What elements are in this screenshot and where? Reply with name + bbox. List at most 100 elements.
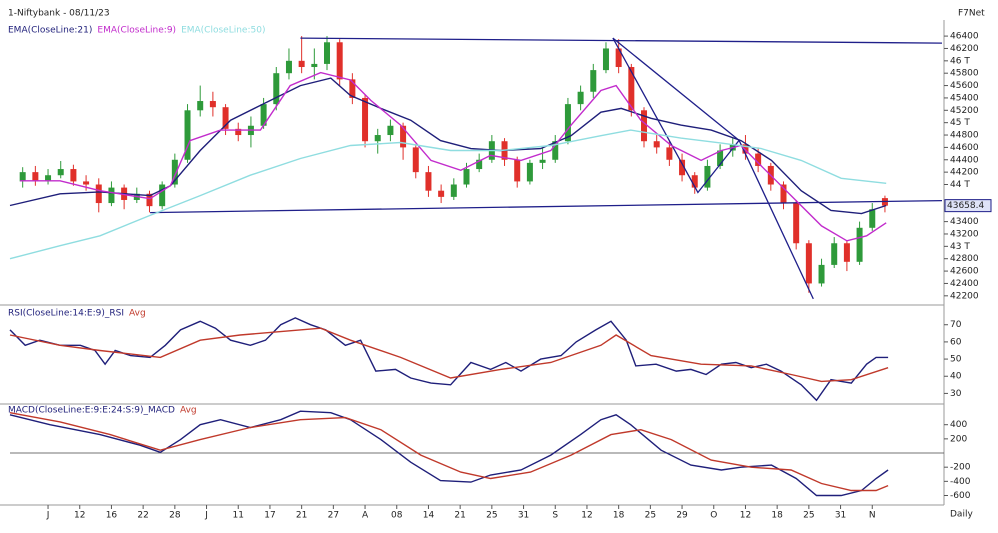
y-tick-label: 30: [950, 389, 962, 399]
candle-body: [843, 243, 850, 262]
candle-body: [70, 169, 77, 182]
y-tick-label: 42600: [950, 267, 979, 277]
x-tick-label: 18: [771, 511, 783, 521]
candle-body: [653, 141, 660, 148]
legend-entry: Avg: [129, 309, 146, 319]
x-tick-label: 28: [169, 511, 181, 521]
series-line: [9, 129, 887, 260]
x-tick-label: O: [710, 511, 717, 521]
x-tick-label: 14: [423, 511, 435, 521]
candle-body: [298, 60, 305, 68]
candle-body: [831, 243, 838, 265]
candle-body: [615, 48, 622, 68]
x-tick-label: 12: [740, 511, 751, 521]
x-tick-label: 08: [391, 511, 403, 521]
candle-body: [285, 60, 292, 74]
candle-body: [755, 153, 762, 166]
x-tick-label: 31: [835, 511, 846, 521]
candle-body: [628, 67, 635, 111]
candle-body: [641, 110, 648, 142]
candle-body: [400, 125, 407, 148]
y-tick-label: 43400: [950, 217, 979, 227]
candle-body: [311, 63, 318, 68]
y-tick-label: 44 T: [950, 180, 970, 190]
source-label: F7Net: [958, 9, 985, 19]
y-tick-label: -200: [950, 463, 971, 473]
legend-entry: EMA(CloseLine:9): [97, 26, 176, 36]
y-tick-label: 40: [950, 372, 962, 382]
candle-body: [818, 264, 825, 284]
candle-body: [602, 48, 609, 71]
y-tick-label: 42400: [950, 279, 979, 289]
candle-body: [526, 162, 533, 182]
x-tick-label: 25: [645, 511, 656, 521]
candle-body: [95, 184, 102, 204]
trendline: [150, 199, 943, 214]
x-tick-label: 21: [454, 511, 465, 521]
y-tick-label: 400: [950, 420, 967, 430]
y-tick-label: -400: [950, 477, 971, 487]
series-line: [9, 412, 889, 492]
y-tick-label: 45 T: [950, 118, 970, 128]
trendline: [612, 37, 740, 141]
candle-body: [780, 184, 787, 204]
x-tick-label: 25: [486, 511, 497, 521]
trendline: [612, 37, 814, 300]
candle-body: [57, 169, 64, 176]
y-tick-label: 60: [950, 337, 962, 347]
x-tick-label: 22: [137, 511, 148, 521]
candle-body: [108, 187, 115, 204]
candle-body: [438, 190, 445, 197]
candle-body: [425, 172, 432, 191]
candle-body: [159, 184, 166, 207]
candle-body: [349, 79, 356, 98]
candle-body: [717, 150, 724, 166]
candle-body: [387, 125, 394, 136]
candle-body: [704, 165, 711, 188]
x-tick-label: J: [204, 511, 208, 521]
x-tick-label: N: [869, 511, 876, 521]
y-tick-label: 43200: [950, 229, 979, 239]
series-line: [9, 327, 889, 383]
y-tick-label: 45200: [950, 106, 979, 116]
candle-body: [171, 159, 178, 185]
x-tick-label: 16: [106, 511, 118, 521]
candle-body: [590, 70, 597, 92]
candle-body: [514, 159, 521, 182]
candle-body: [476, 159, 483, 170]
candle-body: [235, 128, 242, 136]
legend-entry: EMA(CloseLine:50): [181, 26, 265, 36]
series-line: [9, 317, 889, 402]
candle-body: [260, 104, 267, 126]
candle-body: [463, 169, 470, 185]
candle-body: [869, 209, 876, 228]
y-tick-label: 46 T: [950, 56, 970, 66]
x-tick-label: S: [552, 511, 558, 521]
candle-body: [324, 42, 331, 64]
candle-body: [374, 135, 381, 142]
last-price-label: 43658.4: [947, 201, 984, 211]
candle-body: [146, 193, 153, 207]
legend-entry: EMA(CloseLine:21): [8, 26, 92, 36]
legend-entry: RSI(CloseLine:14:E:9)_RSI: [8, 309, 124, 319]
candle-body: [412, 147, 419, 173]
candle-body: [564, 104, 571, 142]
candle-body: [793, 203, 800, 244]
y-tick-label: 42200: [950, 291, 979, 301]
y-tick-label: 45800: [950, 69, 979, 79]
x-tick-label: 27: [328, 511, 339, 521]
period-label: Daily: [950, 510, 973, 520]
candle-body: [552, 141, 559, 160]
x-tick-label: 18: [613, 511, 625, 521]
candle-body: [197, 101, 204, 111]
legend-entry: Avg: [180, 406, 197, 416]
candle-body: [856, 227, 863, 262]
y-tick-label: 44200: [950, 168, 979, 178]
candle-body: [679, 159, 686, 176]
x-tick-label: 29: [676, 511, 688, 521]
x-tick-label: 25: [803, 511, 814, 521]
candle-body: [273, 73, 280, 105]
y-tick-label: 45600: [950, 81, 979, 91]
